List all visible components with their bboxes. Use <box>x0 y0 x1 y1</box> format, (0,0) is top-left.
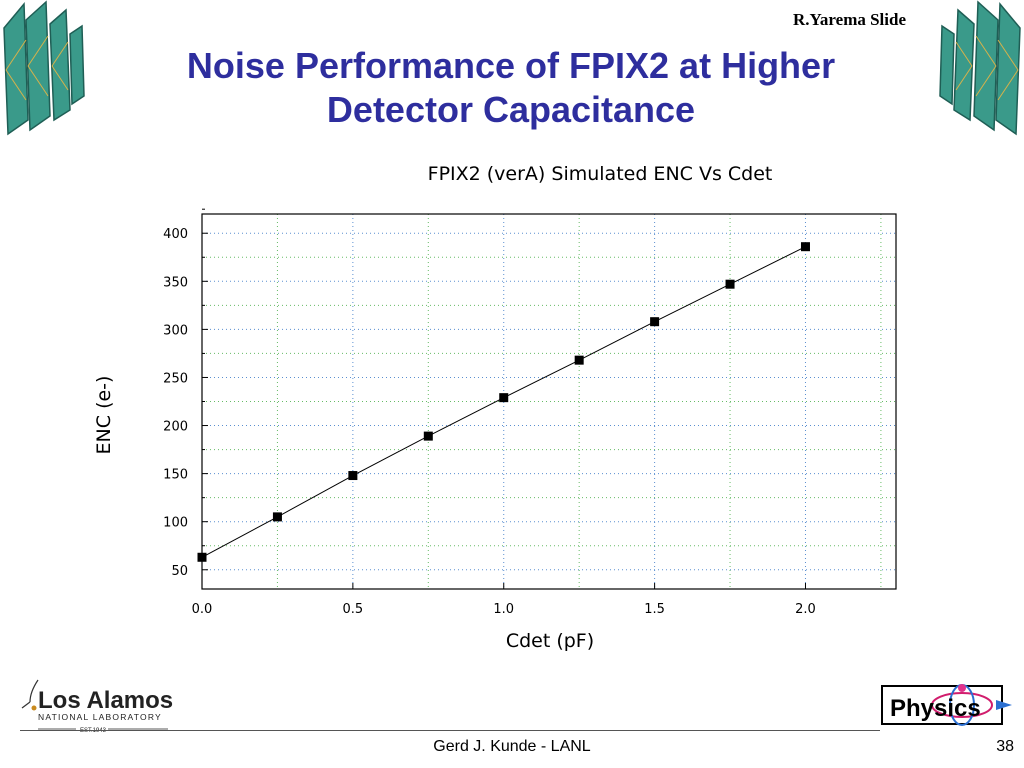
physics-logo-text: Physics <box>890 695 981 722</box>
data-point-marker <box>650 317 660 327</box>
enc-vs-cdet-chart: FPIX2 (verA) Simulated ENC Vs Cdet 0.0 0.… <box>93 163 897 652</box>
slide-number: 38 <box>996 738 1014 755</box>
x-tick-label: 2.0 <box>795 602 816 617</box>
x-tick-label: 1.5 <box>644 602 665 617</box>
y-axis-label: ENC (e-) <box>93 376 115 455</box>
y-tick-label: 150 <box>163 468 188 483</box>
y-tick-label: 100 <box>163 516 188 531</box>
chart-grid <box>201 214 896 589</box>
x-tick-label: 0.0 <box>192 602 213 617</box>
data-point-marker <box>423 431 433 441</box>
detector-wedge-array-icon <box>939 0 1021 136</box>
chart-title: FPIX2 (verA) Simulated ENC Vs Cdet <box>428 163 773 185</box>
data-point-marker <box>272 512 282 522</box>
data-point-marker <box>499 393 509 403</box>
slide-credit: R.Yarema Slide <box>792 10 906 29</box>
y-tick-label: 50 <box>171 564 188 579</box>
wedge-group-left <box>3 0 85 136</box>
wedge-group-right <box>939 0 1021 136</box>
y-tick-label: 250 <box>163 371 188 386</box>
slide-title-line-1: Noise Performance of FPIX2 at Higher <box>186 45 836 86</box>
y-tick-label: 350 <box>163 275 188 290</box>
y-tick-label: 200 <box>163 420 188 435</box>
chart-axes: 0.0 0.5 1.0 1.5 2.0 50 100 150 200 250 300 350 400 <box>163 208 816 617</box>
physics-logo: Physics <box>881 684 1012 726</box>
slide-title-line-2: Detector Capacitance <box>326 89 696 130</box>
data-point-marker <box>574 355 584 365</box>
x-tick-label: 1.0 <box>493 602 514 617</box>
data-point-marker <box>197 552 207 562</box>
los-alamos-logo: Los Alamos NATIONAL LABORATORY EST.1943 <box>21 679 173 734</box>
y-tick-label: 300 <box>163 323 188 338</box>
detector-wedge-array-icon <box>3 0 85 136</box>
chart-series <box>197 242 810 562</box>
slide-title: Noise Performance of FPIX2 at Higher Det… <box>130 44 892 132</box>
logo-est: EST.1943 <box>80 728 107 734</box>
y-tick-label: 400 <box>163 227 188 242</box>
data-point-marker <box>725 279 735 289</box>
data-point-marker <box>800 242 810 252</box>
logo-subtitle: NATIONAL LABORATORY <box>38 712 162 722</box>
data-point-marker <box>348 471 358 481</box>
logo-name: Los Alamos <box>38 687 173 714</box>
footer-author: Gerd J. Kunde - LANL <box>433 738 591 755</box>
footer-divider <box>20 730 880 731</box>
x-tick-label: 0.5 <box>343 602 364 617</box>
x-axis-label: Cdet (pF) <box>506 630 594 652</box>
